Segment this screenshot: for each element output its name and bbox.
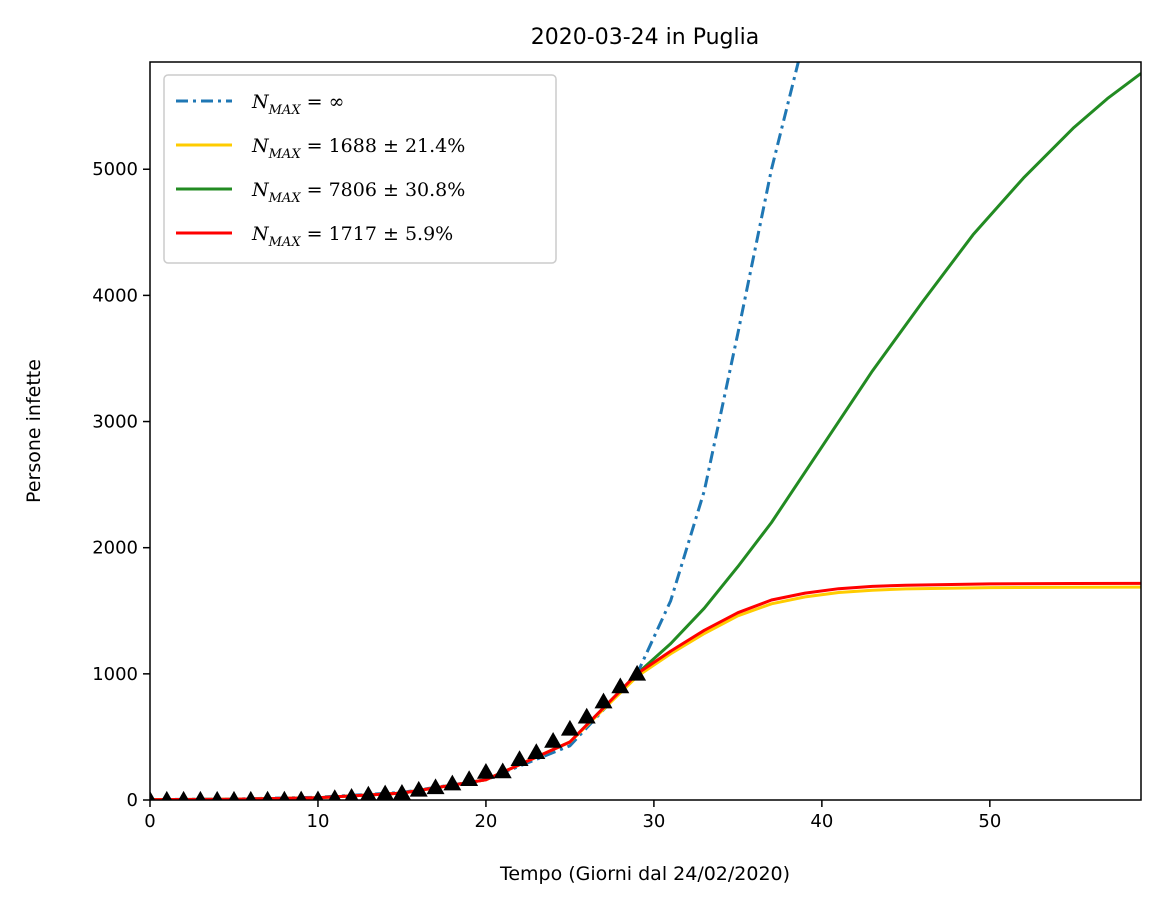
data-marker bbox=[312, 790, 324, 800]
data-marker bbox=[527, 743, 546, 759]
data-marker bbox=[295, 790, 307, 800]
x-axis: 0 10 20 30 40 50 bbox=[144, 800, 1001, 832]
x-tick-label: 0 bbox=[144, 811, 155, 832]
data-marker bbox=[195, 790, 206, 800]
data-marker bbox=[360, 785, 377, 800]
data-marker bbox=[460, 770, 479, 787]
data-marker bbox=[594, 692, 613, 709]
data-marker bbox=[577, 707, 596, 724]
data-marker bbox=[245, 790, 256, 800]
data-marker bbox=[328, 789, 341, 800]
data-marker bbox=[392, 784, 411, 800]
y-tick-label: 1000 bbox=[92, 664, 138, 685]
data-marker bbox=[376, 784, 394, 800]
y-tick-label: 2000 bbox=[92, 538, 138, 559]
data-marker bbox=[493, 762, 512, 779]
data-marker bbox=[628, 664, 647, 681]
data-marker bbox=[409, 780, 428, 797]
data-marker bbox=[476, 762, 495, 779]
x-tick-label: 50 bbox=[978, 811, 1001, 832]
series-line-logistic_a bbox=[150, 585, 1141, 800]
legend-box bbox=[163, 74, 557, 264]
series-line-logistic_c bbox=[150, 581, 1141, 800]
y-tick-label: 0 bbox=[127, 790, 138, 811]
legend-label: NMAX = 7806 ± 30.8% bbox=[251, 179, 465, 206]
data-marker bbox=[161, 790, 173, 800]
data-marker bbox=[544, 731, 563, 748]
data-marker bbox=[150, 790, 156, 800]
data-marker bbox=[510, 750, 529, 767]
y-tick-label: 5000 bbox=[92, 159, 138, 180]
plot-frame bbox=[149, 61, 1142, 801]
x-tick-label: 10 bbox=[307, 811, 330, 832]
y-tick-label: 4000 bbox=[92, 285, 138, 306]
data-marker bbox=[178, 790, 189, 800]
legend-label: NMAX = 1717 ± 5.9% bbox=[251, 223, 453, 250]
x-tick-label: 30 bbox=[642, 811, 665, 832]
y-axis-title: Persone infette bbox=[23, 359, 45, 503]
data-marker bbox=[211, 790, 223, 800]
y-axis: 0 1000 2000 3000 4000 5000 bbox=[92, 159, 150, 811]
data-marker bbox=[611, 677, 630, 694]
data-marker bbox=[228, 790, 240, 800]
legend-label: NMAX = ∞ bbox=[251, 91, 344, 118]
y-tick-label: 3000 bbox=[92, 412, 138, 433]
data-marker bbox=[426, 778, 445, 795]
x-tick-label: 20 bbox=[474, 811, 497, 832]
legend: NMAX = ∞ NMAX = 1688 ± 21.4% NMAX = 7806 ±… bbox=[163, 74, 557, 264]
data-marker bbox=[344, 787, 359, 800]
data-marker bbox=[560, 719, 579, 736]
data-marker bbox=[443, 774, 462, 791]
data-markers bbox=[150, 664, 647, 800]
x-axis-title: Tempo (Giorni dal 24/02/2020) bbox=[499, 863, 790, 885]
x-tick-label: 40 bbox=[810, 811, 833, 832]
data-marker bbox=[279, 790, 290, 800]
chart-title: 2020-03-24 in Puglia bbox=[531, 25, 759, 50]
legend-label: NMAX = 1688 ± 21.4% bbox=[251, 135, 465, 162]
data-marker bbox=[262, 790, 273, 800]
